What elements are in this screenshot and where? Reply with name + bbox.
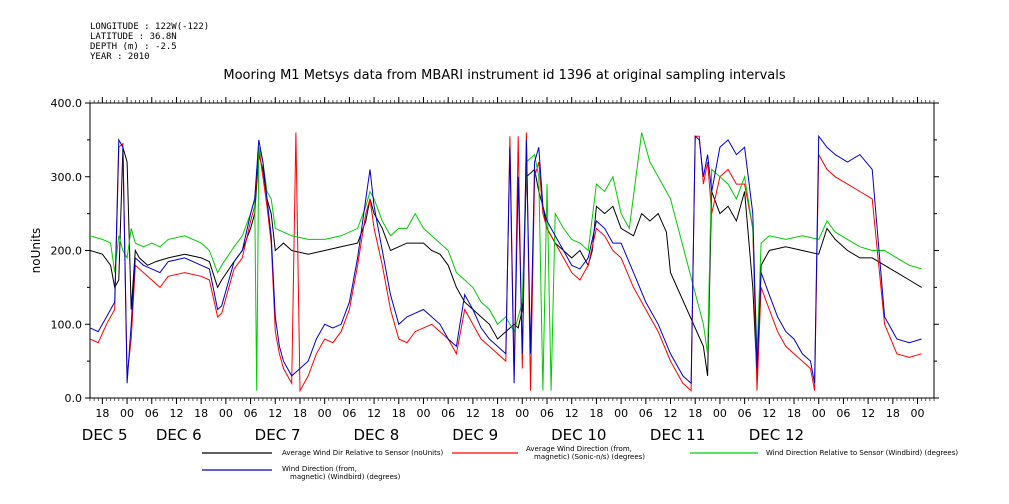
x-tick-label: 00 [120, 407, 134, 420]
legend-label-4: Wind Direction (from, [282, 465, 357, 473]
x-tick-label: 12 [367, 407, 381, 420]
x-tick-label: 06 [342, 407, 356, 420]
x-tick-label: 00 [911, 407, 925, 420]
longitude-label: LONGITUDE : 122W(-122) [90, 22, 210, 32]
legend-layer: Average Wind Dir Relative to Sensor (noU… [202, 445, 958, 481]
legend-label-1: Average Wind Dir Relative to Sensor (noU… [282, 449, 443, 457]
x-tick-label: 00 [812, 407, 826, 420]
x-tick-label: 00 [614, 407, 628, 420]
x-tick-label: 12 [565, 407, 579, 420]
depth-label: DEPTH (m) : -2.5 [90, 42, 177, 52]
x-tick-label: 18 [589, 407, 603, 420]
x-day-label: DEC 12 [749, 426, 804, 444]
x-day-label: DEC 10 [551, 426, 606, 444]
x-day-label: DEC 6 [156, 426, 202, 444]
axis-layer: 0.0 100.0 200.0 300.0 400.0 noUnits 18 00 06 12 18… [29, 97, 939, 444]
x-tick-label: 18 [392, 407, 406, 420]
y-tick-label: 200.0 [51, 245, 83, 258]
x-tick-label: 18 [886, 407, 900, 420]
series-line-1 [90, 147, 922, 376]
x-tick-label: 06 [738, 407, 752, 420]
legend-label-4: magnetic) (Windbird) (degrees) [290, 473, 401, 481]
x-tick-label: 06 [441, 407, 455, 420]
x-tick-label: 06 [639, 407, 653, 420]
x-day-label: DEC 5 [82, 426, 128, 444]
x-tick-label: 00 [219, 407, 233, 420]
legend-label-2: Average Wind Direction (from, [526, 445, 632, 453]
x-day-label: DEC 11 [650, 426, 705, 444]
x-tick-label: 12 [762, 407, 776, 420]
y-tick-label: 300.0 [51, 171, 83, 184]
x-tick-label: 00 [713, 407, 727, 420]
x-tick-label: 12 [268, 407, 282, 420]
x-tick-label: 06 [836, 407, 850, 420]
x-tick-label: 12 [664, 407, 678, 420]
series-line-4 [90, 134, 922, 385]
series-line-3 [90, 132, 922, 391]
y-tick-label: 0.0 [65, 392, 83, 405]
legend-label-3: Wind Direction Relative to Sensor (Windb… [766, 449, 958, 457]
x-tick-label: 18 [491, 407, 505, 420]
legend-label-2: magnetic) (Sonic-n/s) (degrees) [534, 453, 645, 461]
year-label: YEAR : 2010 [90, 52, 150, 62]
x-tick-label: 00 [515, 407, 529, 420]
x-tick-label: 00 [318, 407, 332, 420]
x-day-label: DEC 7 [255, 426, 301, 444]
x-day-label: DEC 9 [452, 426, 498, 444]
y-tick-label: 100.0 [51, 318, 83, 331]
x-tick-label: 12 [466, 407, 480, 420]
x-tick-label: 18 [194, 407, 208, 420]
x-tick-label: 06 [244, 407, 258, 420]
x-tick-label: 06 [540, 407, 554, 420]
x-tick-label: 12 [169, 407, 183, 420]
series-line-2 [90, 132, 922, 393]
chart-title: Mooring M1 Metsys data from MBARI instru… [223, 68, 786, 83]
x-tick-label: 06 [145, 407, 159, 420]
x-tick-label: 12 [861, 407, 875, 420]
x-tick-label: 18 [95, 407, 109, 420]
x-tick-label: 18 [787, 407, 801, 420]
x-tick-label: 18 [293, 407, 307, 420]
y-axis-label: noUnits [29, 228, 43, 274]
x-tick-label: 18 [688, 407, 702, 420]
x-tick-label: 00 [416, 407, 430, 420]
latitude-label: LATITUDE : 36.8N [90, 32, 177, 42]
series-layer [90, 132, 922, 393]
x-day-label: DEC 8 [353, 426, 399, 444]
y-tick-label: 400.0 [51, 97, 83, 110]
